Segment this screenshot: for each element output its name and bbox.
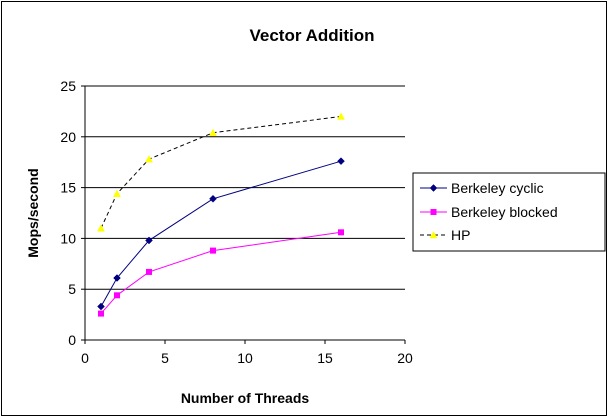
series-line-3 (100, 115, 342, 229)
data-point (146, 268, 152, 275)
y-tick-label: 15 (60, 180, 76, 196)
legend-label: HP (451, 227, 470, 243)
data-point (98, 310, 104, 317)
y-tick-label: 20 (60, 129, 76, 145)
data-point (145, 236, 153, 245)
x-tick-label: 15 (317, 350, 333, 366)
x-tick-label: 0 (81, 350, 89, 366)
chart-title: Vector Addition (250, 26, 375, 45)
data-point (337, 157, 345, 166)
data-point (97, 224, 105, 232)
series-line-1 (100, 160, 342, 307)
data-point (113, 274, 121, 282)
data-point (209, 128, 217, 136)
y-tick-label: 0 (68, 332, 76, 348)
y-axis-label: Mops/second (25, 168, 41, 257)
x-tick-label: 20 (397, 350, 413, 366)
data-point (337, 112, 345, 120)
legend-marker (430, 209, 437, 215)
x-axis-label: Number of Threads (181, 390, 310, 406)
data-point (209, 194, 217, 203)
chart: Vector Addition Number of Threads Mops/s… (25, 26, 606, 406)
data-point (97, 302, 105, 311)
x-tick-label: 5 (161, 350, 169, 366)
legend-marker (429, 184, 438, 192)
y-tick-label: 5 (68, 281, 76, 297)
data-point (113, 189, 121, 197)
x-tick-label: 10 (237, 350, 253, 366)
legend-label: Berkeley blocked (451, 204, 558, 220)
y-tick-label: 25 (60, 78, 76, 94)
legend-label: Berkeley cyclic (451, 180, 544, 196)
series-line-2 (100, 231, 342, 314)
data-point (114, 292, 120, 299)
data-point (338, 229, 344, 236)
y-tick-label: 10 (60, 230, 76, 246)
data-point (210, 247, 216, 254)
data-point (145, 155, 153, 163)
legend-marker (429, 230, 438, 239)
